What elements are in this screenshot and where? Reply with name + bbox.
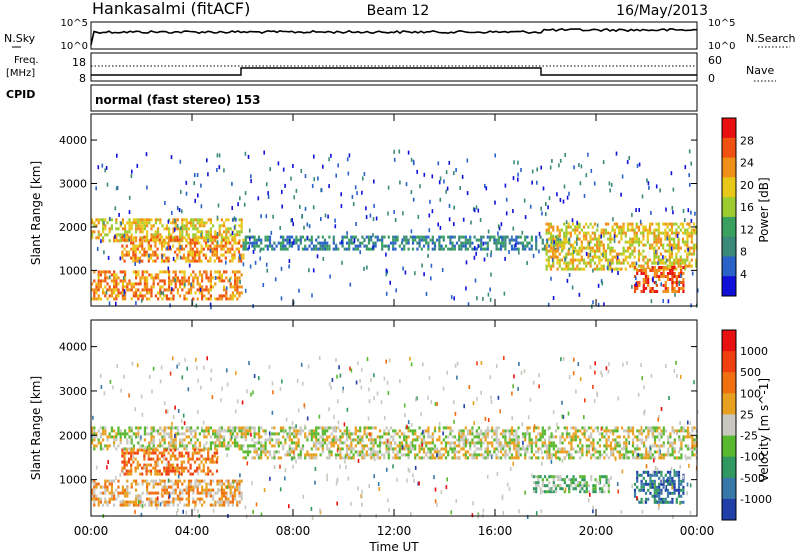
colorbar-swatch (722, 414, 736, 436)
freq-panel-frame (91, 53, 697, 81)
colorbar-swatch (722, 197, 736, 217)
colorbar-tick-label: 24 (740, 157, 754, 170)
date-title: 16/May/2013 (616, 3, 708, 19)
colorbar-swatch (722, 217, 736, 237)
power-echo-region (91, 270, 243, 300)
power-colorbar: 28 24 20 16 12 8 4 (722, 118, 754, 297)
noise-sky-label: N.Sky (4, 32, 36, 45)
colorbar-swatch (722, 372, 736, 394)
colorbar-swatch (722, 478, 736, 500)
colorbar-tick-label: 16 (740, 201, 754, 214)
colorbar-tick-label: 25 (740, 408, 754, 421)
y-tick-label: 3000 (59, 178, 87, 191)
colorbar-swatch (722, 158, 736, 178)
colorbar-swatch (722, 393, 736, 415)
x-tick-label: 00:00 (680, 524, 715, 538)
power-echo-region (243, 236, 573, 251)
colorbar-swatch (722, 138, 736, 158)
colorbar-tick-label: 8 (740, 246, 747, 259)
y-tick-label: 2000 (59, 221, 87, 234)
y-tick-label: 1000 (59, 474, 87, 487)
power-echo-region (91, 218, 243, 242)
noise-right-tick-top: 10^5 (708, 18, 735, 29)
colorbar-swatch (722, 499, 736, 521)
velocity-ylabel: Slant Range [km] (29, 376, 43, 480)
freq-left-tick-top: 18 (72, 56, 86, 69)
x-tick-label: 12:00 (377, 524, 412, 538)
colorbar-swatch (722, 330, 736, 352)
x-tick-label: 20:00 (579, 524, 614, 538)
x-tick-label: 16:00 (478, 524, 513, 538)
nave-right-tick-top: 60 (708, 54, 722, 67)
noise-right-tick-bottom: 10^0 (708, 41, 735, 52)
velocity-panel-frame (91, 320, 697, 516)
velocity-echo-region (634, 471, 685, 504)
colorbar-swatch (722, 118, 736, 138)
colorbar-tick-label: 28 (740, 134, 754, 147)
colorbar-swatch (722, 276, 736, 296)
power-echo-region (121, 236, 244, 263)
colorbar-tick-label: 500 (740, 366, 761, 379)
colorbar-tick-label: 4 (740, 268, 747, 281)
freq-line (91, 68, 697, 75)
noise-left-tick-bottom: 10^0 (61, 41, 88, 52)
velocity-echo-region (91, 426, 243, 450)
x-tick-label: 00:00 (74, 524, 109, 538)
freq-left-tick-bottom: 8 (79, 72, 86, 85)
cpid-label: CPID (6, 88, 35, 101)
x-tick-label: 04:00 (175, 524, 210, 538)
power-echo-region (546, 223, 698, 271)
noise-panel-frame (91, 22, 697, 49)
x-tick-label: 08:00 (276, 524, 311, 538)
colorbar-swatch (722, 351, 736, 373)
y-tick-label: 4000 (59, 134, 87, 147)
y-tick-label: 2000 (59, 429, 87, 442)
colorbar-swatch (722, 177, 736, 197)
freq-label-line1: Freq. (14, 55, 39, 66)
y-tick-label: 3000 (59, 385, 87, 398)
y-tick-label: 4000 (59, 341, 87, 354)
nave-right-tick-bottom: 0 (708, 72, 715, 85)
velocity-panel: 1000 2000 3000 4000 (59, 320, 698, 520)
power-panel: 1000 2000 3000 4000 (59, 114, 699, 309)
colorbar-tick-label: -1000 (740, 493, 772, 506)
noise-sky-line (91, 29, 697, 45)
y-tick-label: 1000 (59, 264, 87, 277)
power-ylabel: Slant Range [km] (29, 161, 43, 265)
colorbar-tick-label: 20 (740, 179, 754, 192)
colorbar-tick-label: 12 (740, 223, 754, 236)
noise-left-tick-top: 10^5 (61, 18, 88, 29)
colorbar-swatch (722, 256, 736, 276)
velocity-colorbar-label: Velocity [m s^-1] (757, 378, 771, 482)
velocity-scatter-echoes (91, 356, 698, 520)
freq-label-line2: [MHz] (6, 68, 35, 79)
colorbar-swatch (722, 457, 736, 479)
colorbar-swatch (722, 436, 736, 458)
colorbar-tick-label: -25 (740, 430, 758, 443)
colorbar-swatch (722, 237, 736, 257)
velocity-echo-region (121, 449, 218, 476)
cpid-text: normal (fast stereo) 153 (95, 93, 261, 107)
noise-search-label: N.Search (746, 32, 796, 45)
time-axis-labels: 00:00 04:00 08:00 12:00 16:00 20:00 00:00 (74, 524, 715, 538)
station-title: Hankasalmi (fitACF) (92, 0, 250, 18)
colorbar-tick-label: 1000 (740, 345, 768, 358)
beam-title: Beam 12 (367, 3, 430, 19)
time-axis-title: Time UT (368, 540, 419, 554)
nave-label: Nave (746, 64, 774, 77)
power-colorbar-label: Power [dB] (757, 177, 771, 242)
